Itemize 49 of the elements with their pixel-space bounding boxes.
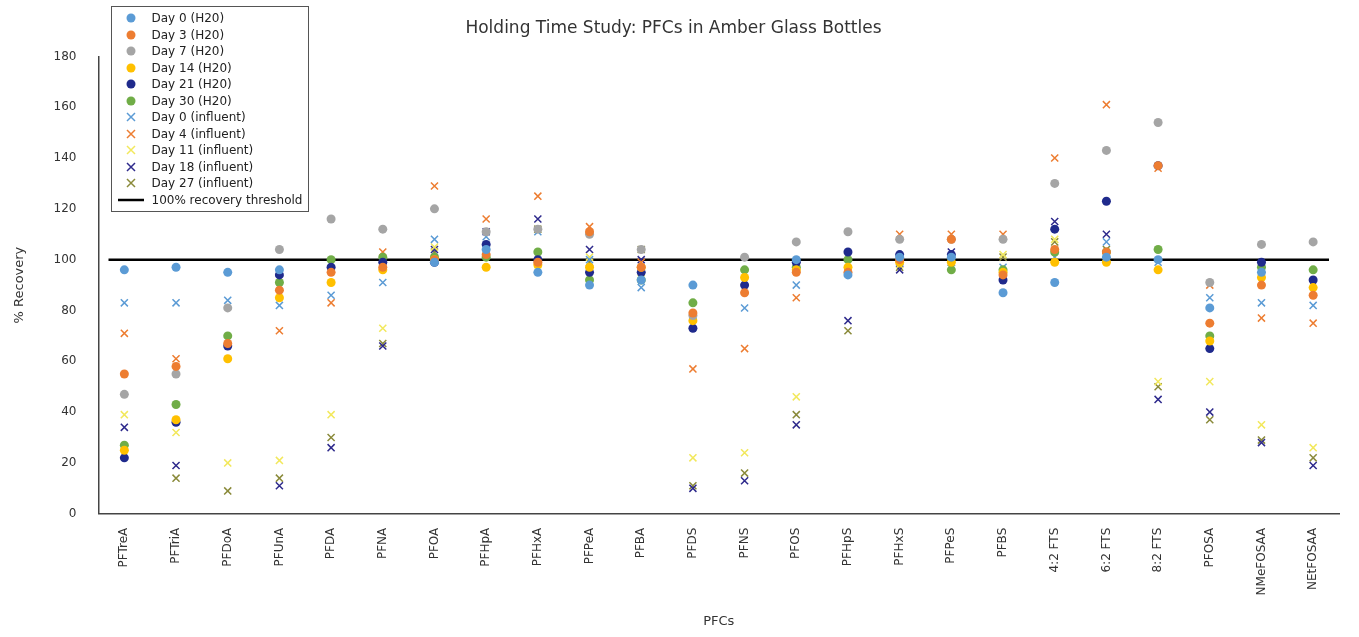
x-tick-label: PFOS bbox=[788, 527, 803, 559]
x-tick-label: 6:2 FTS bbox=[1098, 527, 1113, 573]
legend-label: 100% recovery threshold bbox=[151, 191, 303, 208]
x-tick-label: PFBA bbox=[633, 526, 648, 559]
x-tick-label: PFHpS bbox=[840, 527, 855, 567]
x-tick-label: PFPeS bbox=[943, 527, 958, 564]
x-tick-label: PFDA bbox=[323, 526, 338, 560]
x-axis-title: PFCs bbox=[703, 612, 735, 628]
chart-title: Holding Time Study: PFCs in Amber Glass Bottles bbox=[465, 16, 882, 37]
legend-label: Day 21 (H20) bbox=[151, 76, 232, 93]
x-tick-label: 4:2 FTS bbox=[1046, 527, 1061, 573]
x-tick-label: NEtFOSAA bbox=[1305, 526, 1320, 590]
x-tick-label: PFOSA bbox=[1201, 526, 1216, 568]
x-tick-label: PFHpA bbox=[478, 526, 493, 567]
x-tick-label: PFTreA bbox=[116, 526, 131, 568]
x-tick-label: NMeFOSAA bbox=[1253, 526, 1268, 596]
x-tick-label: 8:2 FTS bbox=[1150, 527, 1165, 573]
legend-label: Day 14 (H20) bbox=[151, 59, 232, 76]
x-tick-label: PFOA bbox=[426, 526, 441, 560]
x-tick-label: PFBS bbox=[995, 527, 1010, 558]
x-tick-label: PFPeA bbox=[581, 526, 596, 565]
legend-label: Day 30 (H20) bbox=[151, 92, 232, 109]
y-tick-label: 20 bbox=[61, 455, 77, 470]
x-tick-label: PFNS bbox=[736, 527, 751, 559]
x-tick-label: PFHxS bbox=[891, 527, 906, 566]
x-tick-label: PFDoA bbox=[219, 526, 234, 567]
legend-label: Day 3 (H20) bbox=[151, 26, 225, 43]
y-tick-label: 80 bbox=[61, 302, 77, 317]
x-tick-label: PFHxA bbox=[529, 526, 544, 567]
x-tick-label: PFUnA bbox=[271, 526, 286, 567]
x-tick-label: PFNA bbox=[374, 526, 389, 560]
y-tick-label: 60 bbox=[61, 353, 77, 368]
x-tick-label: PFDS bbox=[685, 527, 700, 559]
y-tick-label: 0 bbox=[68, 505, 77, 520]
legend-label: Day 0 (influent) bbox=[151, 109, 246, 126]
legend-label: Day 18 (influent) bbox=[151, 158, 254, 175]
legend-label: Day 0 (H20) bbox=[151, 10, 225, 27]
y-tick-label: 100 bbox=[53, 251, 77, 266]
legend-label: Day 27 (influent) bbox=[151, 175, 254, 192]
legend-label: Day 4 (influent) bbox=[151, 125, 246, 142]
legend-label: Day 7 (H20) bbox=[151, 43, 225, 60]
y-axis-title: % Recovery bbox=[11, 246, 27, 324]
x-tick-label: PFTriA bbox=[168, 526, 183, 564]
legend-label: Day 11 (influent) bbox=[151, 142, 254, 159]
y-tick-label: 140 bbox=[53, 150, 77, 165]
y-tick-label: 180 bbox=[53, 48, 77, 63]
y-tick-label: 120 bbox=[53, 200, 77, 215]
y-tick-label: 160 bbox=[53, 99, 77, 114]
y-tick-label: 40 bbox=[61, 404, 77, 419]
